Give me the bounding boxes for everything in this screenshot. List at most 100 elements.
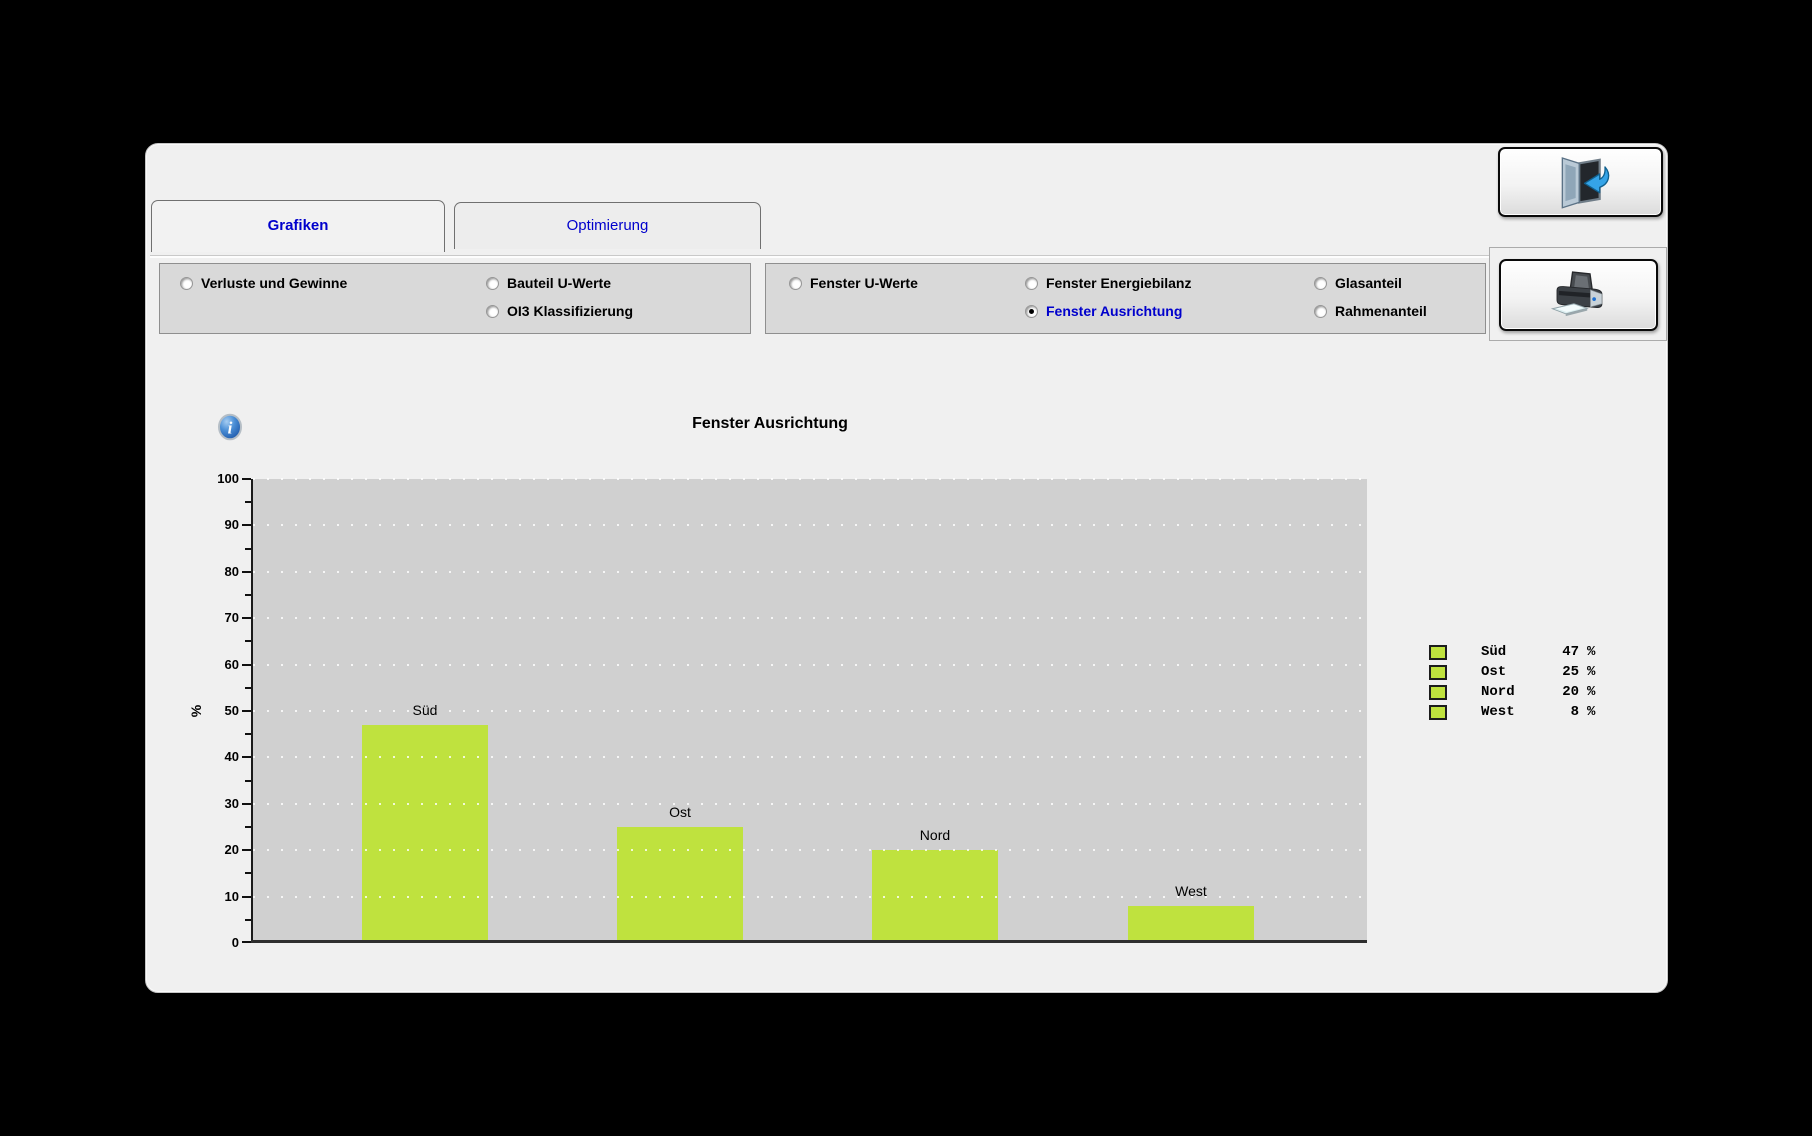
y-tick-label: 10 [224, 888, 239, 904]
radio-label: Rahmenanteil [1335, 303, 1427, 319]
y-tick-major [242, 617, 251, 620]
legend-row: West 8 % [1429, 702, 1624, 722]
chart-title: Fenster Ausrichtung [692, 415, 848, 432]
y-tick-minor [245, 872, 251, 875]
tab-label: Optimierung [566, 217, 649, 234]
printer-icon [1550, 271, 1602, 317]
radio-label: Glasanteil [1335, 275, 1402, 291]
bar-label: Ost [669, 804, 691, 820]
radio-glasanteil[interactable]: Glasanteil [1314, 272, 1402, 294]
tab-optimierung[interactable]: Optimierung [454, 202, 761, 249]
legend-label: Ost [1481, 664, 1507, 680]
svg-text:i: i [228, 419, 233, 438]
legend-swatch [1429, 664, 1447, 680]
radio-circle [486, 276, 499, 290]
info-button[interactable]: i [216, 413, 244, 441]
y-tick-major [242, 663, 251, 666]
bar [616, 827, 743, 943]
radio-fenster-u-werte[interactable]: Fenster U-Werte [789, 272, 918, 294]
bar-label: Nord [919, 827, 951, 844]
tab-grafiken[interactable]: Grafiken [151, 200, 445, 252]
y-tick-minor [245, 779, 251, 782]
radio-circle [1025, 276, 1038, 290]
radio-oi3-klassifizierung[interactable]: OI3 Klassifizierung [486, 300, 633, 322]
bar-label: Süd [412, 701, 438, 718]
radio-label: Fenster Ausrichtung [1046, 303, 1183, 319]
y-tick-minor [245, 826, 251, 828]
y-tick-major [242, 895, 251, 898]
gridline [253, 478, 1365, 480]
legend-unit: % [1587, 644, 1596, 660]
print-button[interactable] [1499, 259, 1658, 331]
y-tick-major [242, 524, 251, 527]
y-axis-title: % [188, 704, 204, 718]
y-tick-minor [245, 686, 251, 689]
y-tick-label: 80 [224, 563, 239, 579]
legend-value: 25 [1562, 664, 1579, 680]
radio-fenster-ausrichtung[interactable]: Fenster Ausrichtung [1025, 300, 1182, 322]
app-window: Grafiken Optimierung Verluste und Gewinn… [145, 143, 1668, 993]
y-tick-major [242, 941, 251, 943]
y-tick-label: 100 [217, 471, 239, 486]
gridline [253, 570, 1365, 573]
radio-circle [1025, 304, 1038, 318]
legend-label: Nord [1481, 684, 1515, 700]
radio-label: Fenster U-Werte [810, 275, 918, 291]
gridline [253, 849, 1365, 852]
legend-unit: % [1587, 664, 1596, 680]
y-tick-label: 40 [224, 749, 239, 765]
y-tick-major [242, 756, 251, 759]
y-tick-minor [245, 547, 251, 550]
y-tick-minor [245, 640, 251, 643]
x-axis-line [251, 940, 1367, 943]
legend-unit: % [1587, 704, 1596, 720]
y-tick-major [242, 710, 251, 712]
radio-rahmenanteil[interactable]: Rahmenanteil [1314, 300, 1427, 322]
exit-button[interactable] [1498, 147, 1663, 217]
legend-row: Nord 20 % [1429, 682, 1624, 702]
chart-type-group-right: Fenster U-Werte Fenster Energiebilanz Fe… [765, 263, 1486, 334]
y-tick-label: 0 [231, 935, 239, 950]
legend-swatch [1429, 684, 1447, 700]
y-tick-major [242, 570, 251, 573]
y-tick-minor [245, 501, 251, 504]
y-tick-label: 70 [224, 610, 239, 626]
tab-label: Grafiken [267, 217, 329, 234]
y-axis-ticks [242, 478, 251, 943]
legend-value: 20 [1562, 684, 1579, 700]
gridline [253, 895, 1365, 898]
legend-row: Süd 47 % [1429, 642, 1624, 662]
radio-dot [1029, 308, 1034, 314]
radio-verluste-und-gewinne[interactable]: Verluste und Gewinne [180, 272, 347, 294]
radio-label: Bauteil U-Werte [507, 275, 611, 291]
y-tick-major [242, 802, 251, 805]
legend-swatch [1429, 704, 1447, 720]
gridline [253, 617, 1365, 620]
legend-value: 47 [1562, 644, 1579, 660]
exit-door-icon [1561, 157, 1609, 209]
legend-label: West [1481, 704, 1515, 720]
radio-label: OI3 Klassifizierung [507, 303, 634, 319]
y-tick-label: 60 [224, 656, 239, 672]
legend-swatch [1429, 644, 1447, 660]
bar-label: West [1175, 882, 1207, 899]
y-axis-line [251, 479, 253, 943]
y-tick-major [242, 478, 251, 480]
radio-circle [1314, 304, 1327, 318]
radio-label: Verluste und Gewinne [201, 275, 348, 291]
legend-unit: % [1587, 684, 1596, 700]
print-frame [1489, 247, 1667, 341]
y-axis-labels: 0 10 20 30 40 50 60 70 80 90 100 [203, 471, 239, 950]
y-tick-minor [245, 594, 251, 596]
gridline [253, 524, 1365, 527]
gridline [253, 756, 1365, 759]
radio-label: Fenster Energiebilanz [1046, 275, 1192, 291]
info-icon: i [218, 413, 242, 441]
y-tick-label: 90 [224, 517, 239, 533]
radio-fenster-energiebilanz[interactable]: Fenster Energiebilanz [1025, 272, 1191, 294]
y-tick-minor [245, 733, 251, 736]
chart-type-group-left: Verluste und Gewinne Bauteil U-Werte OI3… [159, 263, 751, 334]
radio-bauteil-u-werte[interactable]: Bauteil U-Werte [486, 272, 611, 294]
y-tick-major [242, 849, 251, 852]
legend-row: Ost 25 % [1429, 662, 1624, 682]
